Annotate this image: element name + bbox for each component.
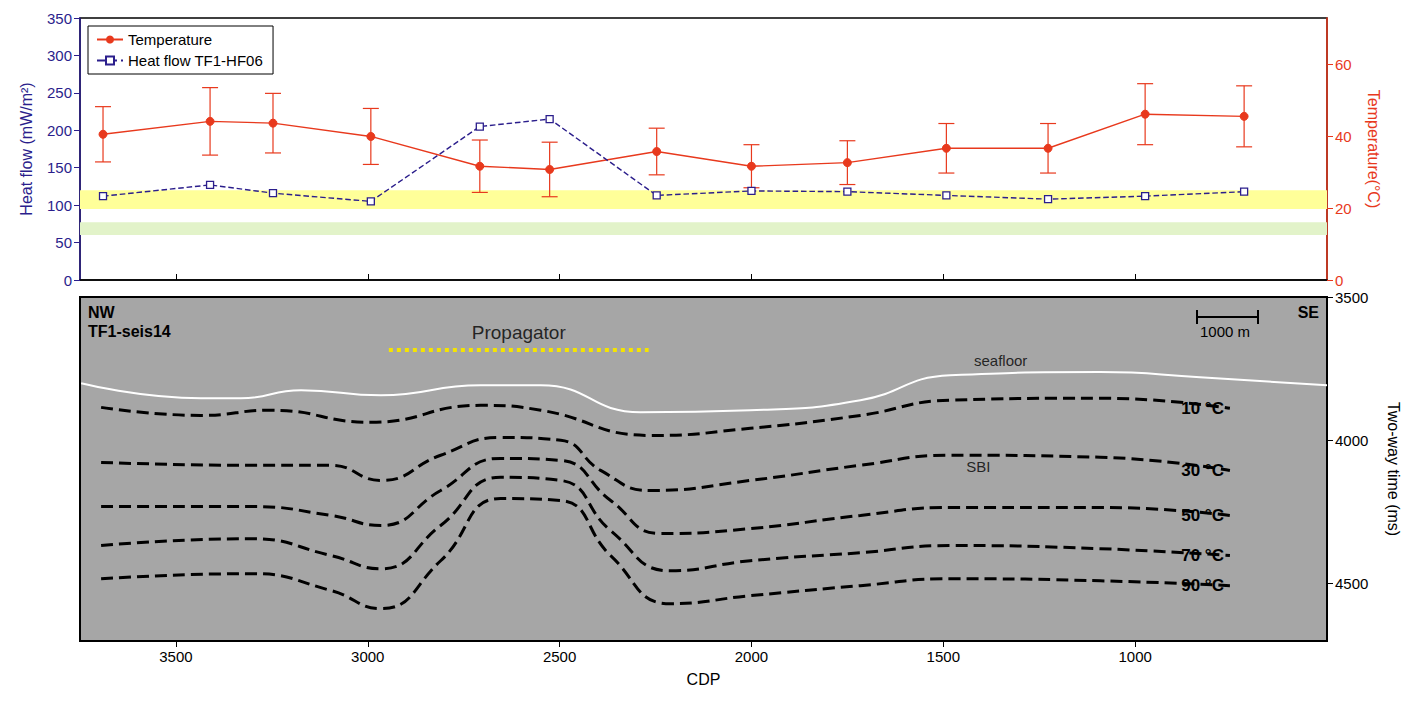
svg-text:10 °C: 10 °C	[1181, 399, 1224, 418]
svg-text:4000: 4000	[1335, 432, 1368, 449]
svg-text:1500: 1500	[927, 648, 960, 665]
svg-text:TF1-seis14: TF1-seis14	[88, 323, 171, 340]
svg-text:SBI: SBI	[966, 458, 990, 475]
svg-text:2000: 2000	[735, 648, 768, 665]
svg-text:Temperature(°C): Temperature(°C)	[1365, 90, 1382, 208]
svg-text:100: 100	[47, 197, 72, 214]
svg-text:250: 250	[47, 84, 72, 101]
svg-text:300: 300	[47, 47, 72, 64]
svg-text:Two-way time (ms): Two-way time (ms)	[1385, 402, 1402, 536]
svg-text:Temperature: Temperature	[128, 31, 212, 48]
svg-text:SE: SE	[1298, 304, 1320, 321]
svg-text:4500: 4500	[1335, 575, 1368, 592]
svg-text:3000: 3000	[351, 648, 384, 665]
svg-text:60: 60	[1335, 56, 1352, 73]
svg-text:50: 50	[55, 234, 72, 251]
svg-text:Heat flow TF1-HF06: Heat flow TF1-HF06	[128, 52, 263, 69]
svg-text:Heat flow (mW/m²): Heat flow (mW/m²)	[18, 82, 35, 215]
svg-text:NW: NW	[88, 304, 116, 321]
svg-text:150: 150	[47, 159, 72, 176]
svg-text:3500: 3500	[159, 648, 192, 665]
svg-text:200: 200	[47, 122, 72, 139]
svg-text:50 °C: 50 °C	[1181, 506, 1224, 525]
svg-text:70 °C: 70 °C	[1181, 546, 1224, 565]
svg-text:CDP: CDP	[687, 671, 721, 688]
svg-text:0: 0	[64, 272, 72, 289]
svg-text:20: 20	[1335, 200, 1352, 217]
svg-text:40: 40	[1335, 128, 1352, 145]
svg-text:350: 350	[47, 10, 72, 27]
svg-text:seafloor: seafloor	[974, 352, 1027, 369]
svg-text:3500: 3500	[1335, 289, 1368, 306]
svg-text:90 °C: 90 °C	[1181, 576, 1224, 595]
svg-text:0: 0	[1335, 272, 1343, 289]
svg-text:1000 m: 1000 m	[1200, 323, 1250, 340]
svg-text:Propagator: Propagator	[472, 322, 567, 343]
svg-text:30 °C: 30 °C	[1181, 461, 1224, 480]
svg-text:1000: 1000	[1118, 648, 1151, 665]
svg-text:2500: 2500	[543, 648, 576, 665]
